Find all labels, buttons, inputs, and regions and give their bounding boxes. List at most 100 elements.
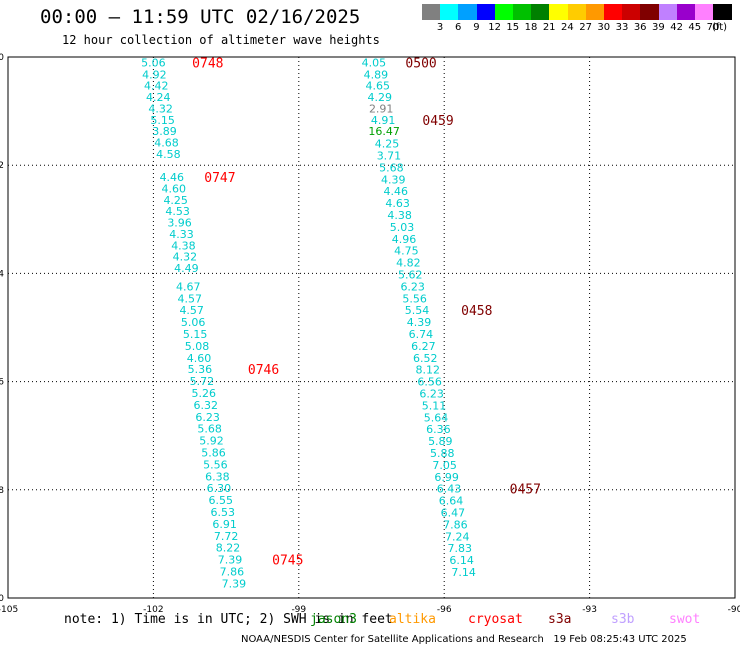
wave-height-value: 4.89 [364, 68, 389, 81]
wave-height-value: 4.46 [160, 171, 185, 184]
legend-swatch [531, 4, 551, 20]
wave-height-value: 3.71 [377, 149, 402, 162]
legend-label: 30 [597, 22, 611, 33]
legend-swatch [513, 4, 532, 20]
pass-time-label: 0457 [510, 483, 541, 498]
wave-height-value: 6.47 [441, 507, 466, 520]
wave-height-value: 4.46 [383, 185, 408, 198]
wave-height-value: 5.64 [424, 411, 449, 424]
wave-height-value: 5.56 [402, 292, 427, 305]
legend-swatch [549, 4, 569, 20]
legend-label: 42 [670, 22, 683, 33]
pass-time-label: 0500 [405, 56, 436, 71]
wave-height-value: 5.86 [201, 446, 226, 459]
legend-swatch [440, 4, 460, 20]
wave-height-value: 6.27 [411, 340, 436, 353]
wave-height-value: 5.36 [188, 363, 213, 376]
legend-label: 70 [706, 22, 720, 33]
wave-height-value: 7.24 [445, 530, 470, 543]
legend-label: 18 [524, 22, 538, 33]
wave-height-value: 5.62 [398, 268, 423, 281]
wave-height-value: 5.15 [183, 328, 208, 341]
wave-height-value: 4.92 [142, 68, 167, 81]
wave-height-value: 5.88 [430, 447, 455, 460]
wave-height-value: 4.38 [387, 209, 412, 222]
wave-height-value: 4.96 [392, 233, 417, 246]
wave-height-value: 6.23 [400, 280, 425, 293]
wave-height-value: 7.83 [447, 542, 472, 555]
wave-height-value: 4.38 [171, 239, 196, 252]
legend-label: 36 [633, 22, 647, 33]
wave-height-value: 5.08 [185, 340, 210, 353]
wave-height-value: 4.60 [187, 352, 212, 365]
legend-label: 21 [542, 22, 556, 33]
wave-height-value: 3.89 [152, 125, 177, 138]
wave-height-value: 6.91 [212, 518, 237, 531]
wave-height-value: 8.22 [216, 542, 241, 555]
wave-height-value: 5.89 [428, 435, 453, 448]
wave-height-value: 7.86 [443, 518, 468, 531]
wave-height-value: 8.12 [415, 364, 440, 377]
satellite-label: cryosat [468, 612, 523, 627]
wave-height-value: 6.30 [207, 482, 232, 495]
satellite-label: s3a [548, 612, 572, 627]
legend-label: 3 [436, 22, 444, 33]
legend-swatch [695, 4, 714, 20]
legend-label: 27 [579, 22, 592, 33]
wave-height-value: 5.92 [199, 435, 224, 448]
pass-time-label: 0459 [422, 114, 453, 129]
wave-height-value: 2.91 [369, 102, 394, 115]
wave-height-value: 6.38 [205, 470, 230, 483]
legend-label: 12 [488, 22, 501, 33]
longitude-tick-label: -90 [728, 605, 740, 615]
wave-height-value: 4.24 [146, 91, 171, 104]
legend-label: 24 [561, 22, 574, 33]
wave-height-value: 6.23 [419, 388, 444, 401]
wave-height-value: 4.75 [394, 245, 419, 258]
wave-height-value: 6.36 [426, 423, 451, 436]
legend-swatch [604, 4, 623, 20]
wave-height-value: 6.32 [193, 399, 218, 412]
wave-height-value: 4.39 [407, 316, 432, 329]
legend-swatch [622, 4, 642, 20]
wave-height-value: 4.65 [366, 80, 391, 93]
wave-height-value: 6.64 [439, 495, 464, 508]
wave-height-value: 5.06 [141, 56, 166, 69]
page-subtitle: 12 hour collection of altimeter wave hei… [62, 33, 380, 47]
legend-swatch [458, 4, 478, 20]
pass-time-label: 0745 [272, 554, 303, 569]
wave-height-value: 7.05 [432, 459, 457, 472]
wave-height-value: 5.56 [203, 458, 228, 471]
wave-height-value: 5.15 [150, 114, 175, 127]
wave-height-value: 4.58 [156, 148, 181, 161]
legend-unit: (ft) [712, 22, 728, 33]
wave-height-value: 6.52 [413, 352, 438, 365]
latitude-tick-label: -42 [0, 161, 4, 171]
legend-swatch [640, 4, 660, 20]
wave-height-value: 6.55 [209, 494, 234, 507]
map-frame [7, 56, 736, 599]
wave-height-value: 6.74 [409, 328, 434, 341]
pass-time-label: 0748 [192, 56, 223, 71]
credit-line: NOAA/NESDIS Center for Satellite Applica… [241, 634, 687, 645]
page-title: 00:00 – 11:59 UTC 02/16/2025 [40, 6, 361, 28]
wave-height-value: 4.68 [154, 136, 179, 149]
longitude-tick-label: -99 [291, 605, 306, 615]
wave-height-value: 4.57 [179, 304, 204, 317]
wave-height-value: 6.14 [449, 554, 474, 567]
wave-height-value: 4.25 [163, 194, 188, 207]
wave-height-value: 4.33 [169, 228, 194, 241]
longitude-tick-label: -102 [143, 605, 163, 615]
legend-label: 33 [615, 22, 629, 33]
legend-swatch [422, 4, 441, 20]
footnote: note: 1) Time is in UTC; 2) SWH is in fe… [64, 612, 393, 627]
satellite-label: swot [669, 612, 701, 627]
wave-height-value: 7.39 [222, 577, 247, 590]
satellite-label: altika [389, 612, 436, 627]
legend-label: 15 [506, 22, 520, 33]
wave-height-value: 5.03 [390, 221, 415, 234]
pass-time-label: 0746 [248, 363, 279, 378]
legend-swatch [676, 4, 696, 20]
wave-height-value: 4.05 [362, 56, 387, 69]
